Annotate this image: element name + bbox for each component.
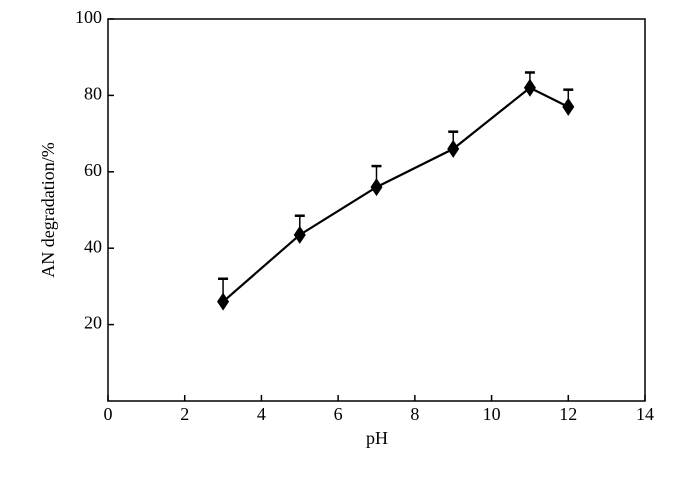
x-tick-label: 8: [410, 404, 419, 424]
y-tick-label: 20: [84, 313, 102, 333]
x-tick-label: 14: [636, 404, 654, 424]
marker: [562, 97, 575, 116]
marker: [447, 139, 460, 158]
x-tick-label: 2: [180, 404, 189, 424]
marker: [370, 178, 383, 197]
data-line: [222, 86, 569, 303]
plot-frame: [107, 18, 646, 402]
marker: [293, 225, 306, 244]
y-tick-label: 100: [75, 7, 102, 27]
y-tick-label: 80: [84, 84, 102, 104]
x-tick-label: 10: [483, 404, 501, 424]
y-tick-label: 40: [84, 236, 102, 256]
x-tick-label: 4: [257, 404, 266, 424]
y-tick-label: 60: [84, 160, 102, 180]
x-axis-label: pH: [366, 428, 388, 448]
x-tick-label: 0: [104, 404, 113, 424]
y-axis-label: AN degradation/%: [38, 142, 58, 277]
marker: [523, 78, 536, 97]
x-tick-label: 6: [334, 404, 343, 424]
x-tick-label: 12: [559, 404, 577, 424]
marker: [217, 292, 230, 311]
